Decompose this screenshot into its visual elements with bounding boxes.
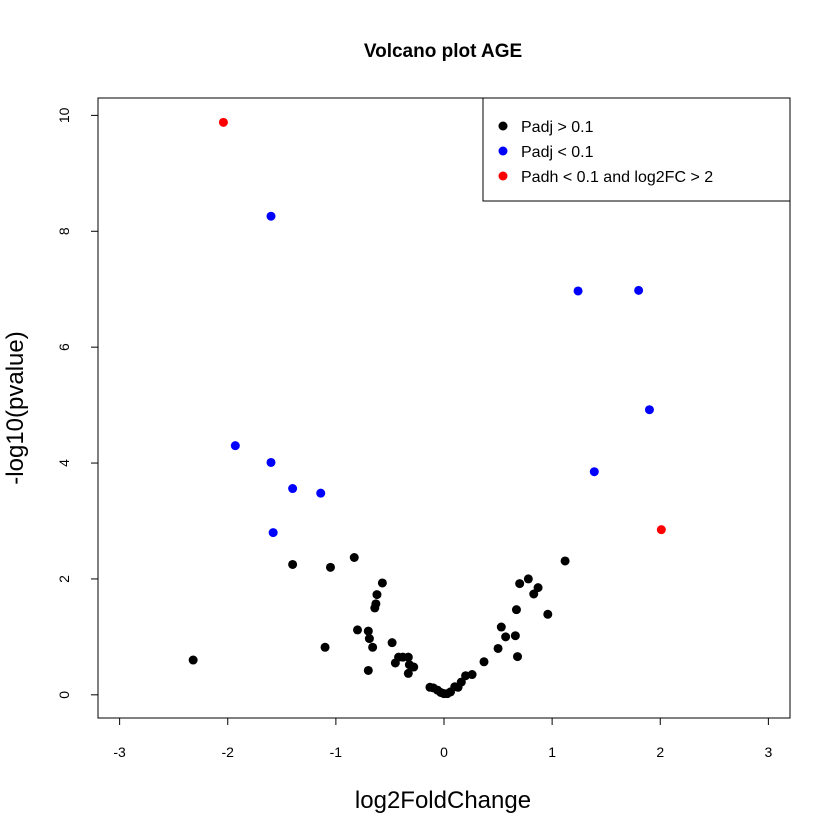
point-padj-0-1 xyxy=(325,562,335,572)
point-padj-0-1 xyxy=(573,286,583,296)
x-axis: -3 -2 -1 0 1 2 3 xyxy=(113,717,772,760)
point-padj-0-1 xyxy=(372,590,382,600)
point-padj-0-1 xyxy=(479,657,489,667)
point-padj-0-1 xyxy=(467,670,477,680)
point-padj-0-1 xyxy=(496,622,506,632)
data-points xyxy=(188,117,666,699)
point-padj-0-1 xyxy=(377,578,387,588)
point-padj-0-1 xyxy=(511,605,521,615)
point-padj-0-1 xyxy=(266,211,276,221)
x-tick-label: -2 xyxy=(222,744,235,760)
legend-label: Padj > 0.1 xyxy=(521,119,594,136)
point-padj-0-1 xyxy=(456,677,466,687)
legend-marker xyxy=(498,146,508,156)
point-padj-0-1 xyxy=(409,662,419,672)
point-padj-0-1 xyxy=(320,642,330,652)
y-tick-label: 6 xyxy=(56,343,72,351)
point-padj-0-1 xyxy=(364,634,374,644)
legend-box xyxy=(482,97,791,202)
point-padj-0-1 xyxy=(513,652,523,662)
point-padj-0-1 xyxy=(188,655,198,665)
point-padj-0-1 xyxy=(533,583,543,593)
point-padj-0-1 xyxy=(353,625,362,635)
point-padj-0-1 xyxy=(316,488,326,498)
y-tick-label: 8 xyxy=(56,227,72,235)
point-padj-0-1 xyxy=(387,638,397,648)
point-padj-0-1 xyxy=(510,631,520,641)
point-padj-0-1 xyxy=(368,642,378,652)
point-padj-0-1 xyxy=(403,652,413,662)
x-axis-label: log2FoldChange xyxy=(355,787,531,814)
legend: Padj > 0.1 Padj < 0.1 Padh < 0.1 and log2F… xyxy=(482,97,791,202)
y-tick-label: 4 xyxy=(56,459,72,467)
y-tick-label: 2 xyxy=(56,575,72,583)
legend-label: Padh < 0.1 and log2FC > 2 xyxy=(521,169,713,186)
legend-marker xyxy=(498,171,508,181)
x-tick-label: 0 xyxy=(440,744,448,760)
point-padj-0-1 xyxy=(288,559,298,569)
point-padj-0-1 xyxy=(515,579,525,589)
point-padj-0-1 xyxy=(349,552,359,562)
point-padj-0-1 xyxy=(501,632,511,642)
point-padj-0-1 xyxy=(268,528,278,538)
point-padj-0-1 xyxy=(363,665,373,675)
point-padj-0-1 xyxy=(230,441,240,451)
point-padj-0-1 xyxy=(288,484,298,494)
x-tick-label: 3 xyxy=(764,744,772,760)
point-padj-0-1 xyxy=(634,285,644,295)
point-padj-0-1 xyxy=(266,457,276,467)
point-padj-0-1 xyxy=(589,467,599,477)
chart-title: Volcano plot AGE xyxy=(364,41,522,62)
y-axis: 0 2 4 6 8 10 xyxy=(56,107,99,699)
point-padj-0-1 xyxy=(371,599,381,609)
point-padj-0-1 xyxy=(543,609,553,619)
legend-label: Padj < 0.1 xyxy=(521,144,594,161)
y-axis-label: -log10(pvalue) xyxy=(2,331,29,484)
point-padj-0-1 xyxy=(403,668,413,678)
point-padh-0-1-and-log2fc-2 xyxy=(656,525,666,535)
x-tick-label: 1 xyxy=(548,744,556,760)
x-tick-label: -3 xyxy=(113,744,126,760)
point-padj-0-1 xyxy=(523,574,533,584)
x-tick-label: -1 xyxy=(330,744,343,760)
point-padj-0-1 xyxy=(644,405,654,415)
x-tick-label: 2 xyxy=(656,744,664,760)
point-padj-0-1 xyxy=(529,589,539,599)
point-padj-0-1 xyxy=(363,626,373,636)
legend-marker xyxy=(498,121,508,131)
point-padj-0-1 xyxy=(493,643,503,653)
y-tick-label: 0 xyxy=(56,691,72,699)
point-padh-0-1-and-log2fc-2 xyxy=(218,117,228,127)
point-padj-0-1 xyxy=(560,556,570,566)
y-tick-label: 10 xyxy=(56,107,72,123)
